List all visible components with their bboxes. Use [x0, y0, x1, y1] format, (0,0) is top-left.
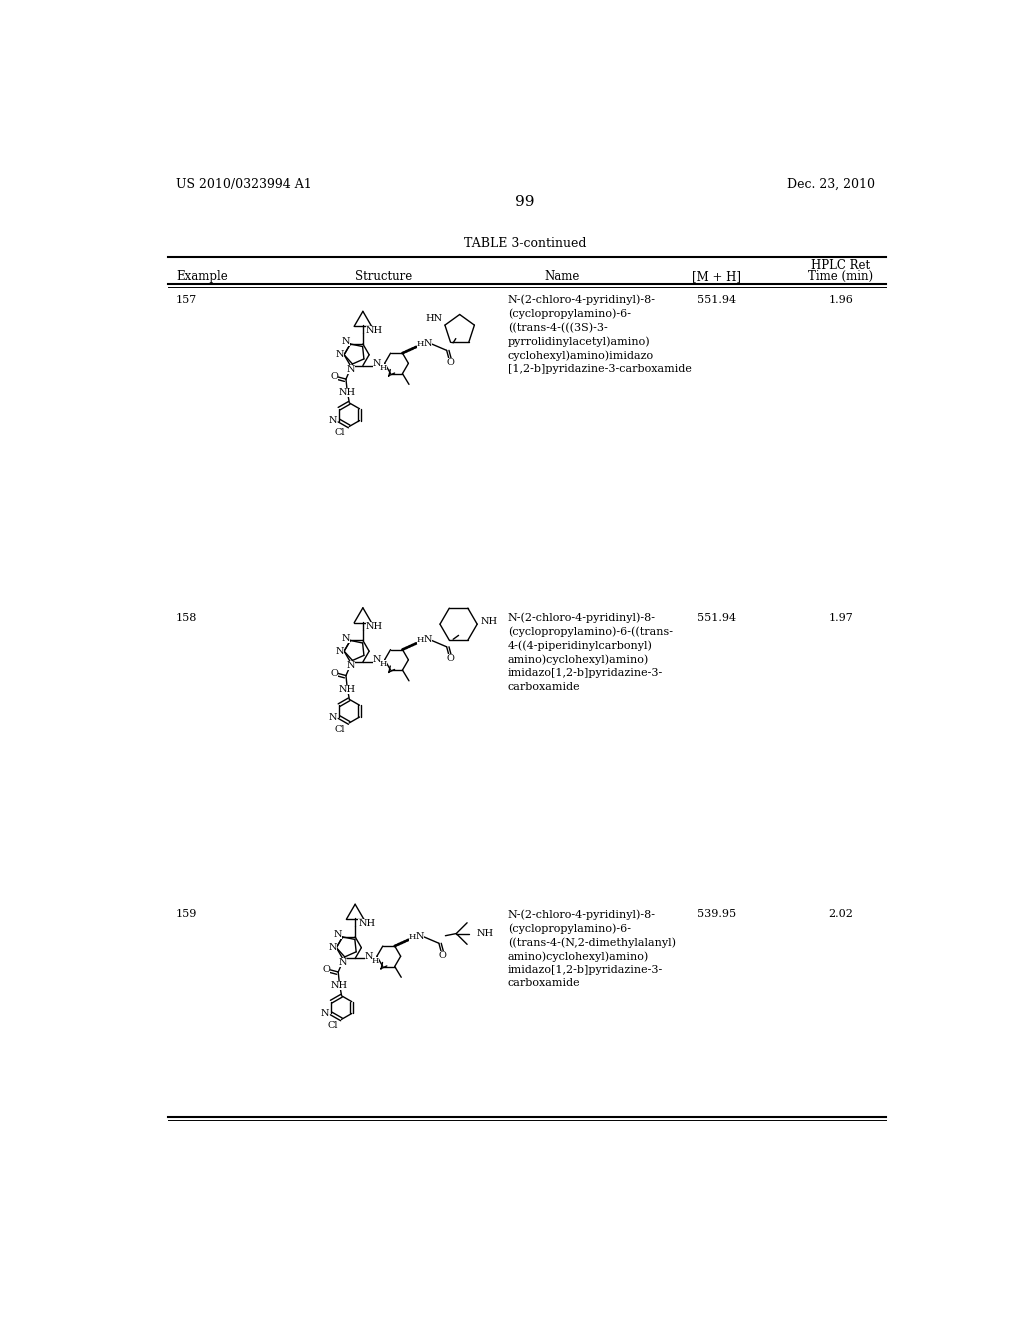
Text: N: N — [365, 952, 374, 961]
Text: HPLC Ret: HPLC Ret — [811, 259, 870, 272]
Text: TABLE 3-continued: TABLE 3-continued — [464, 238, 586, 249]
Text: NH: NH — [366, 622, 383, 631]
Text: 1.96: 1.96 — [828, 294, 853, 305]
Text: N: N — [346, 364, 354, 374]
Text: O: O — [446, 655, 455, 663]
Text: Time (min): Time (min) — [808, 271, 873, 282]
Text: Cl: Cl — [335, 428, 345, 437]
Text: HN: HN — [425, 314, 442, 323]
Text: 159: 159 — [176, 909, 198, 919]
Text: N-(2-chloro-4-pyridinyl)-8-
(cyclopropylamino)-6-((trans-
4-((4-piperidinylcarbo: N-(2-chloro-4-pyridinyl)-8- (cyclopropyl… — [508, 612, 673, 692]
Text: N: N — [346, 661, 354, 671]
Text: N-(2-chloro-4-pyridinyl)-8-
(cyclopropylamino)-6-
((trans-4-(N,2-dimethylalanyl): N-(2-chloro-4-pyridinyl)-8- (cyclopropyl… — [508, 909, 676, 989]
Text: N: N — [373, 359, 381, 368]
Text: H: H — [380, 364, 387, 372]
Text: N: N — [341, 634, 350, 643]
Text: N: N — [321, 1008, 330, 1018]
Text: N: N — [341, 337, 350, 346]
Text: 551.94: 551.94 — [697, 294, 736, 305]
Text: 158: 158 — [176, 612, 198, 623]
Text: 157: 157 — [176, 294, 198, 305]
Text: N: N — [329, 713, 337, 722]
Text: US 2010/0323994 A1: US 2010/0323994 A1 — [176, 178, 311, 190]
Text: NH: NH — [339, 685, 355, 694]
Text: O: O — [446, 358, 455, 367]
Text: NH: NH — [366, 326, 383, 334]
Text: N: N — [424, 339, 432, 347]
Text: N: N — [416, 932, 425, 941]
Text: N: N — [424, 635, 432, 644]
Text: O: O — [330, 372, 338, 381]
Text: NH: NH — [358, 919, 376, 928]
Text: H: H — [417, 339, 424, 348]
Text: NH: NH — [476, 929, 494, 939]
Text: O: O — [323, 965, 330, 974]
Text: 551.94: 551.94 — [697, 612, 736, 623]
Text: 2.02: 2.02 — [828, 909, 853, 919]
Text: 99: 99 — [515, 195, 535, 210]
Text: Structure: Structure — [355, 271, 413, 282]
Text: H: H — [409, 933, 417, 941]
Text: Name: Name — [545, 271, 580, 282]
Text: Cl: Cl — [335, 725, 345, 734]
Text: N-(2-chloro-4-pyridinyl)-8-
(cyclopropylamino)-6-
((trans-4-(((3S)-3-
pyrrolidin: N-(2-chloro-4-pyridinyl)-8- (cyclopropyl… — [508, 294, 691, 374]
Text: N: N — [329, 944, 337, 952]
Text: Cl: Cl — [327, 1022, 338, 1030]
Text: NH: NH — [481, 618, 499, 627]
Text: 1.97: 1.97 — [828, 612, 853, 623]
Text: H: H — [417, 636, 424, 644]
Text: N: N — [336, 350, 344, 359]
Text: 539.95: 539.95 — [697, 909, 736, 919]
Text: NH: NH — [331, 981, 348, 990]
Text: N: N — [336, 647, 344, 656]
Text: H: H — [372, 957, 379, 965]
Text: O: O — [330, 669, 338, 678]
Text: N: N — [334, 931, 342, 939]
Text: N: N — [338, 958, 347, 966]
Text: N: N — [373, 655, 381, 664]
Text: H: H — [380, 660, 387, 668]
Text: N: N — [329, 416, 337, 425]
Text: Example: Example — [176, 271, 227, 282]
Text: [M + H]: [M + H] — [692, 271, 741, 282]
Text: NH: NH — [339, 388, 355, 397]
Text: Dec. 23, 2010: Dec. 23, 2010 — [787, 178, 876, 190]
Text: O: O — [438, 950, 446, 960]
